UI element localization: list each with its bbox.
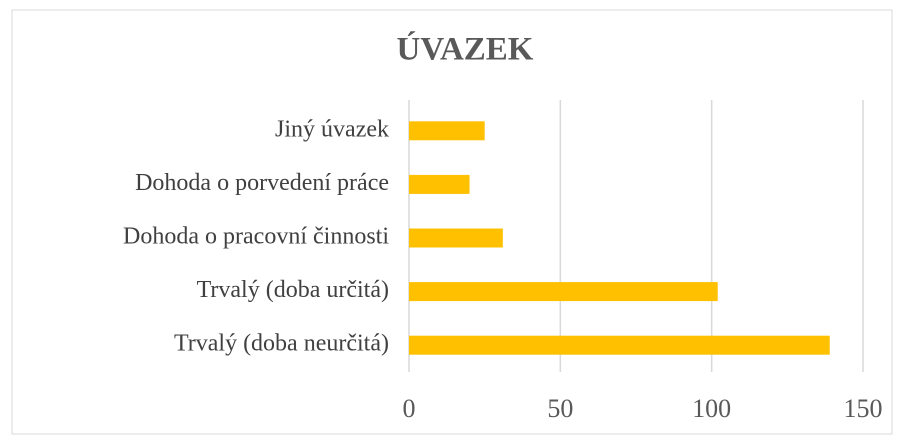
bar: [409, 121, 485, 141]
bar: [409, 282, 718, 302]
x-tick-label: 100: [692, 394, 731, 423]
chart-border: [11, 9, 893, 435]
y-tick-label: Jiný úvazek: [275, 116, 389, 142]
y-tick-label: Trvalý (doba neurčitá): [174, 331, 389, 357]
x-tick-label: 150: [844, 394, 883, 423]
x-tick-label: 50: [547, 394, 573, 423]
y-tick-label: Trvalý (doba určitá): [197, 277, 389, 303]
y-tick-label: Dohoda o pracovní činnosti: [123, 224, 389, 250]
bar: [409, 335, 830, 355]
bar: [409, 228, 503, 248]
y-tick-label: Dohoda o porvedení práce: [135, 170, 389, 196]
chart-title: ÚVAZEK: [397, 30, 534, 68]
x-tick-label: 0: [403, 394, 416, 423]
bar: [409, 174, 470, 194]
